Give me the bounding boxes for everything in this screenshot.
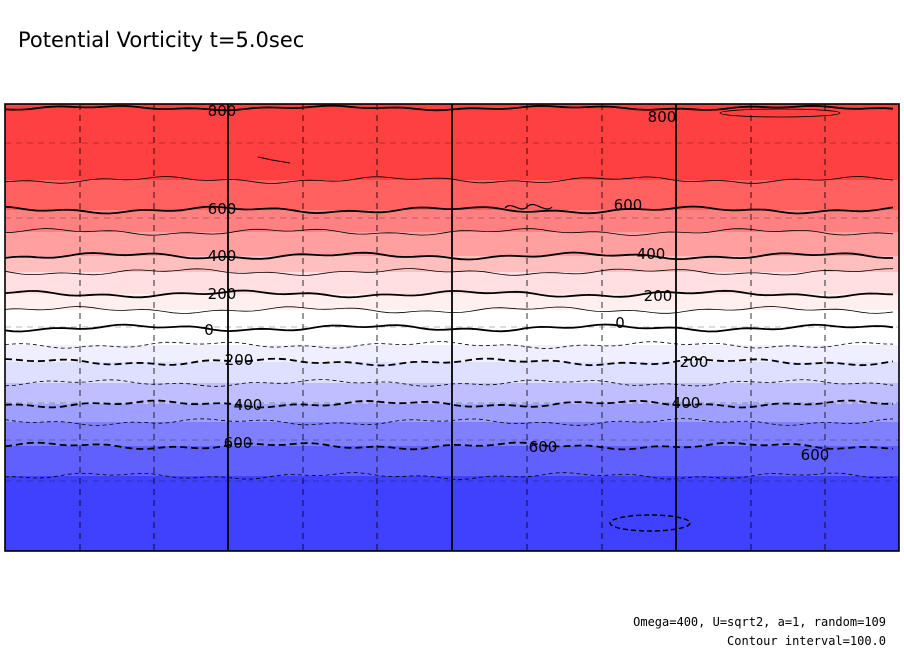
- contour-label: 800: [648, 108, 677, 126]
- eddy-contour: [504, 204, 553, 210]
- contour-line: [4, 441, 894, 451]
- contour-label: 200: [208, 285, 237, 303]
- contour-label: 600: [208, 200, 237, 218]
- contour-line: [4, 379, 894, 387]
- contour-line: [4, 306, 894, 314]
- contour-line: [4, 228, 894, 236]
- eddy-contour: [257, 156, 291, 164]
- eddy-contour: [609, 514, 691, 532]
- contour-line: [4, 357, 894, 367]
- chart-title: Potential Vorticity t=5.0sec: [18, 28, 304, 52]
- contour-label: 400: [234, 396, 263, 414]
- contour-line: [4, 472, 894, 480]
- contour-label: 400: [672, 394, 701, 412]
- contour-label: 600: [224, 434, 253, 452]
- contour-label: 200: [644, 287, 673, 305]
- contour-label: 400: [637, 245, 666, 263]
- contour-line: [4, 341, 894, 349]
- plot-area: 800 800 600 600 400 400 200 200 0 0 200 200 400 400 60…: [4, 102, 900, 552]
- contour-line: [4, 251, 893, 261]
- contour-label: 400: [208, 247, 237, 265]
- contour-line: [4, 418, 894, 426]
- parameters-note: Omega=400, U=sqrt2, a=1, random=109: [633, 615, 886, 629]
- contour-line: [4, 104, 894, 112]
- contour-line: [4, 268, 894, 276]
- contour-line: [4, 289, 894, 299]
- contour-label: 200: [680, 353, 709, 371]
- contour-label: 200: [225, 351, 254, 369]
- contour-label: 600: [614, 196, 643, 214]
- contour-line: [4, 176, 894, 184]
- contour-line: [4, 399, 894, 409]
- contour-label: 0: [615, 314, 625, 332]
- contour-label: 800: [208, 102, 237, 120]
- contour-label: 0: [204, 321, 214, 339]
- contour-label: 600: [801, 446, 830, 464]
- contour-interval-note: Contour interval=100.0: [727, 634, 886, 648]
- contour-line: [4, 205, 894, 215]
- contour-label: 600: [529, 438, 558, 456]
- plot-frame: [4, 103, 900, 552]
- eddy-contour: [719, 108, 841, 118]
